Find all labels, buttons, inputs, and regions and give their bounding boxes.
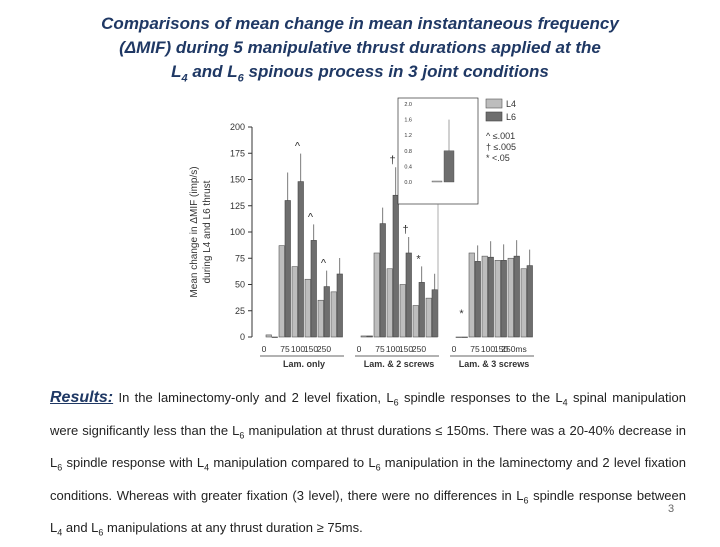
x-tick-label: 75	[280, 344, 290, 354]
inset-box	[397, 97, 479, 205]
bar-l4	[291, 266, 298, 338]
bar-l6	[487, 256, 494, 338]
legend-significance: * <.05	[486, 153, 510, 163]
title-line-1: Comparisons of mean change in mean insta…	[101, 14, 619, 33]
bar-l4	[468, 252, 475, 338]
bar-l6	[405, 252, 412, 338]
x-tick-label: 75	[470, 344, 480, 354]
bar-l6	[513, 255, 520, 338]
y-axis-label-2: during L4 and L6 thrust	[202, 180, 213, 283]
significance-marker: ^	[321, 258, 327, 270]
bar-l4	[520, 268, 527, 338]
bar-l6	[366, 335, 373, 338]
bar-l4	[507, 257, 514, 338]
bar-l6	[474, 261, 481, 338]
bar-l6	[461, 336, 468, 338]
x-tick-label: 75	[375, 344, 385, 354]
significance-marker: ^	[295, 141, 301, 153]
bar-l4	[317, 299, 324, 338]
bar-l4	[373, 252, 380, 338]
inset-tick-label: 0.8	[404, 149, 412, 155]
bar-l4	[278, 245, 285, 338]
inset-tick-label: 1.2	[404, 133, 412, 139]
bar-l4	[304, 278, 311, 338]
x-tick-label: 250ms	[501, 344, 527, 354]
y-tick-label: 25	[235, 306, 245, 316]
inset-bar-l6	[443, 150, 455, 183]
group-label: Lam. & 3 screws	[459, 359, 530, 369]
legend-label-l6: L6	[506, 112, 516, 122]
bar-l6	[431, 289, 438, 338]
x-tick-label: 100	[291, 344, 305, 354]
y-tick-label: 200	[230, 122, 245, 132]
significance-marker: *	[416, 253, 421, 265]
group-label: Lam. & 2 screws	[364, 359, 435, 369]
bar-l6	[271, 336, 278, 338]
bar-l6	[284, 200, 291, 338]
y-tick-label: 100	[230, 227, 245, 237]
title-line-2: (ΔMIF) during 5 manipulative thrust dura…	[119, 38, 601, 57]
y-tick-label: 75	[235, 253, 245, 263]
bar-l4	[265, 334, 272, 338]
bar-l6	[379, 223, 386, 338]
bar-l6	[526, 265, 533, 338]
bar-l6	[392, 194, 399, 338]
bar-l4	[330, 291, 337, 338]
x-tick-label: 150	[304, 344, 318, 354]
inset-bar-l4	[431, 180, 443, 183]
legend-significance: † ≤.005	[486, 142, 516, 152]
bar-l4	[481, 255, 488, 338]
results-paragraph: Results: In the laminectomy-only and 2 l…	[50, 389, 687, 538]
title-line-3: L4 and L6 spinous process in 3 joint con…	[171, 62, 549, 85]
x-tick-label: 250	[412, 344, 426, 354]
y-tick-label: 150	[230, 175, 245, 185]
bar-l6	[310, 240, 317, 338]
bar-l4	[360, 335, 367, 338]
significance-marker: *	[459, 308, 464, 320]
bar-l6	[336, 273, 343, 338]
legend-label-l4: L4	[506, 99, 516, 109]
bar-l4	[494, 260, 501, 338]
y-tick-label: 125	[230, 201, 245, 211]
y-tick-label: 50	[235, 280, 245, 290]
bar-l4	[399, 284, 406, 338]
y-axis-label: Mean change in ΔMIF (imp/s)	[189, 166, 200, 297]
bar-l4	[386, 268, 393, 338]
legend-swatch-l6	[485, 111, 503, 122]
legend-swatch-l4	[485, 98, 503, 109]
inset-tick-label: 0.0	[404, 180, 412, 186]
x-tick-label: 150	[494, 344, 508, 354]
legend-significance: ^ ≤.001	[486, 131, 515, 141]
x-tick-label: 150	[399, 344, 413, 354]
results-lead: Results:	[50, 389, 114, 406]
significance-marker: ^	[308, 211, 314, 223]
x-tick-label: 0	[452, 344, 457, 354]
bar-l6	[297, 181, 304, 338]
y-tick-label: 175	[230, 148, 245, 158]
bar-l4	[412, 305, 419, 338]
bar-l6	[418, 282, 425, 338]
x-tick-label: 250	[317, 344, 331, 354]
x-tick-label: 0	[357, 344, 362, 354]
x-tick-label: 0	[262, 344, 267, 354]
bar-l6	[323, 286, 330, 338]
y-tick-label: 0	[240, 332, 245, 342]
inset-tick-label: 1.6	[404, 118, 412, 124]
page-number: 3	[668, 503, 675, 515]
bar-l4	[455, 336, 462, 338]
group-label: Lam. only	[283, 359, 325, 369]
inset-tick-label: 0.4	[404, 164, 412, 170]
slide-title: Comparisons of mean change in mean insta…	[60, 12, 660, 90]
x-tick-label: 100	[481, 344, 495, 354]
bar-l4	[425, 297, 432, 338]
x-tick-label: 100	[386, 344, 400, 354]
inset-tick-label: 2.0	[404, 102, 412, 108]
significance-marker: †	[389, 154, 395, 166]
significance-marker: †	[402, 224, 408, 236]
bar-l6	[500, 260, 507, 338]
